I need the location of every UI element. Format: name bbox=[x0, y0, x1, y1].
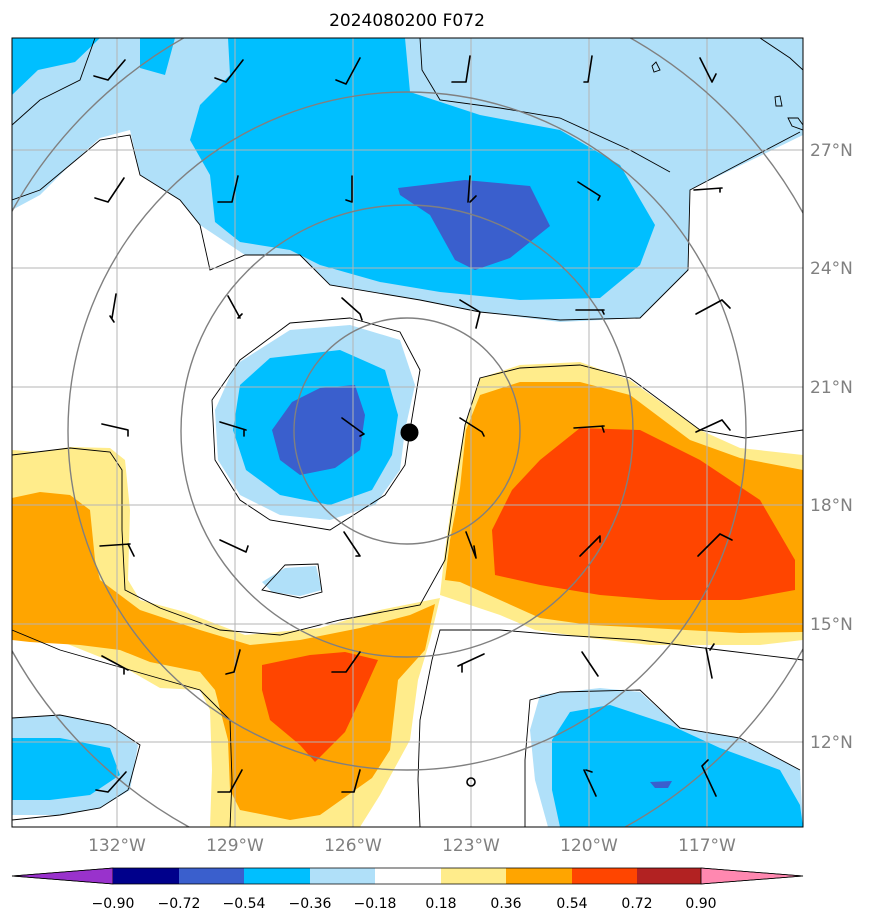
colorbar-extend-low bbox=[11, 867, 114, 885]
lat-label-24: 24°N bbox=[810, 259, 853, 279]
range-ring-2 bbox=[180, 204, 634, 658]
colorbar-tick-4: −0.36 bbox=[289, 896, 332, 912]
wind-barbs bbox=[93, 55, 733, 797]
map-frame bbox=[11, 37, 804, 828]
contour-fill-neg-mid-se bbox=[552, 705, 803, 827]
colorbar-bin-1 bbox=[113, 868, 179, 884]
colorbar-bin-6 bbox=[441, 868, 506, 884]
longitude-labels: 132°W 129°W 126°W 123°W 120°W 117°W bbox=[88, 836, 736, 856]
colorbar-bin-2 bbox=[179, 868, 244, 884]
lat-label-18: 18°N bbox=[810, 496, 853, 516]
graticule bbox=[12, 38, 803, 827]
colorbar-bin-9 bbox=[637, 868, 701, 884]
chart-title: 2024080200 F072 bbox=[329, 11, 485, 31]
lon-label-132w: 132°W bbox=[88, 836, 146, 856]
colorbar-bin-4 bbox=[310, 868, 375, 884]
colorbar-tick-8: 0.54 bbox=[556, 896, 587, 912]
range-ring-3 bbox=[67, 91, 747, 771]
lon-label-129w: 129°W bbox=[206, 836, 264, 856]
contour-fill-neg-strong-se bbox=[650, 781, 672, 788]
colorbar-tick-5: −0.18 bbox=[354, 896, 397, 912]
lat-label-27: 27°N bbox=[810, 141, 853, 161]
colorbar-bin-7 bbox=[506, 868, 572, 884]
colorbar-tick-2: −0.72 bbox=[158, 896, 201, 912]
contour-fill-pos-strong-east bbox=[492, 428, 795, 600]
lat-label-15: 15°N bbox=[810, 615, 853, 635]
range-rings bbox=[12, 38, 803, 827]
range-ring-1 bbox=[293, 317, 521, 545]
colorbar-extend-high bbox=[700, 867, 804, 885]
lon-label-117w: 117°W bbox=[678, 836, 736, 856]
colorbar-tick-9: 0.72 bbox=[621, 896, 652, 912]
colorbar-bin-3 bbox=[244, 868, 310, 884]
calm-wind-marker bbox=[466, 777, 476, 787]
colorbar-tick-1: −0.90 bbox=[92, 896, 135, 912]
colorbar: −0.90 −0.72 −0.54 −0.36 −0.18 0.18 0.36 … bbox=[11, 867, 804, 912]
contour-fill-neg-strong-north bbox=[398, 180, 550, 270]
contour-fill-pos-strong-west bbox=[262, 652, 378, 762]
colorbar-bin-8 bbox=[572, 868, 637, 884]
contour-fill-neg-mid-sw bbox=[12, 738, 120, 800]
map-area bbox=[12, 38, 803, 827]
lon-label-123w: 123°W bbox=[442, 836, 500, 856]
latitude-labels: 27°N 24°N 21°N 18°N 15°N 12°N bbox=[810, 141, 853, 753]
contour-fill-neg-strong-center bbox=[272, 385, 365, 475]
colorbar-tick-3: −0.54 bbox=[223, 896, 266, 912]
storm-center-marker bbox=[400, 423, 419, 442]
lon-label-120w: 120°W bbox=[560, 836, 618, 856]
colorbar-tick-6: 0.18 bbox=[425, 896, 456, 912]
lat-label-21: 21°N bbox=[810, 378, 853, 398]
lat-label-12: 12°N bbox=[810, 733, 853, 753]
colorbar-tick-10: 0.90 bbox=[685, 896, 716, 912]
colorbar-bin-5 bbox=[375, 868, 441, 884]
colorbar-tick-7: 0.36 bbox=[490, 896, 521, 912]
lon-label-126w: 126°W bbox=[324, 836, 382, 856]
